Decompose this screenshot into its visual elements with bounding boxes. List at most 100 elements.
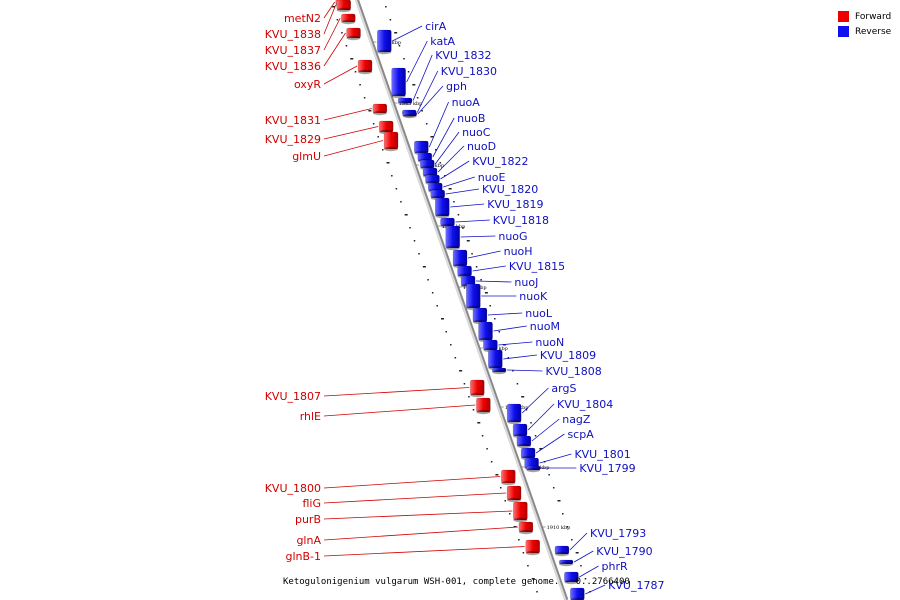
- reverse-swatch: [838, 26, 849, 37]
- forward-gene-kvu-1800: [501, 469, 516, 486]
- reverse-gene-kata: [391, 67, 406, 99]
- guide-dot: [521, 396, 525, 398]
- guide-dot: [418, 253, 420, 255]
- reverse-leader-line: [585, 584, 606, 595]
- forward-leader-line: [323, 546, 525, 557]
- guide-dot: [454, 357, 457, 359]
- legend-item-reverse: Reverse: [838, 24, 891, 39]
- reverse-leader-line: [569, 532, 588, 551]
- guide-dot: [450, 344, 452, 346]
- guide-dot: [444, 175, 446, 177]
- reverse-leader-line: [434, 131, 460, 165]
- forward-gene-rhle: [476, 397, 491, 415]
- guide-dot: [425, 123, 428, 125]
- guide-dot: [507, 357, 510, 359]
- forward-leader-line: [323, 510, 513, 520]
- guide-dot: [457, 214, 460, 216]
- reverse-leader-line: [443, 176, 475, 188]
- scale-tick-label: 1945 kbp: [399, 101, 423, 107]
- guide-dot: [359, 84, 361, 86]
- guide-dot: [416, 97, 419, 99]
- legend: Forward Reverse: [838, 9, 891, 39]
- guide-dot: [436, 305, 438, 307]
- reverse-gene-gph: [402, 111, 418, 119]
- forward-gene-label: KVU_1838: [265, 28, 321, 41]
- guide-dot: [409, 227, 411, 229]
- reverse-gene-cira: [377, 29, 392, 55]
- guide-dot: [398, 45, 401, 47]
- guide-dot: [395, 188, 398, 190]
- forward-gene-kvu-1836: [346, 27, 361, 41]
- reverse-leader-line: [535, 433, 565, 454]
- reverse-leader-line: [416, 70, 439, 113]
- guide-dot: [439, 162, 442, 164]
- forward-gene-kvu-1837: [341, 13, 356, 25]
- guide-dot: [468, 396, 470, 398]
- reverse-gene-kvu-1787: [570, 587, 585, 600]
- guide-dot: [403, 58, 405, 60]
- reverse-gene-label: KVU_1830: [441, 65, 497, 78]
- forward-gene-glnb-1: [525, 539, 540, 556]
- forward-leader-line: [323, 476, 501, 489]
- guide-dot: [427, 279, 429, 281]
- reverse-gene-phrr: [564, 571, 579, 585]
- reverse-leader-line: [527, 403, 555, 431]
- forward-leader-line: [323, 65, 358, 85]
- guide-dot: [448, 188, 452, 190]
- guide-dot: [332, 6, 336, 8]
- reverse-leader-line: [507, 369, 543, 372]
- guide-dot: [552, 487, 555, 489]
- guide-dot: [548, 474, 550, 476]
- forward-swatch: [838, 11, 849, 22]
- reverse-gene-label: nuoD: [467, 140, 496, 153]
- reverse-leader-line: [487, 312, 523, 316]
- guide-dot: [391, 175, 393, 177]
- forward-gene-label: oxyR: [294, 78, 321, 91]
- forward-gene-glmu: [383, 131, 399, 152]
- guide-dot: [477, 422, 481, 424]
- reverse-gene-kvu-1793: [554, 545, 570, 557]
- reverse-gene-label: nuoJ: [514, 276, 538, 289]
- forward-gene-glna: [518, 521, 534, 535]
- guide-dot: [562, 513, 564, 515]
- guide-dot: [522, 552, 525, 554]
- guide-dot: [493, 318, 496, 320]
- reverse-gene-nuok: [466, 283, 481, 311]
- reverse-gene-label: KVU_1793: [590, 527, 646, 540]
- reverse-gene-label: KVU_1787: [608, 579, 664, 592]
- guide-dot: [354, 71, 357, 73]
- forward-leader-line: [323, 32, 346, 67]
- reverse-gene-label: cirA: [425, 20, 447, 33]
- reverse-gene-label: KVU_1815: [509, 260, 565, 273]
- guide-dot: [421, 110, 423, 112]
- guide-dot: [386, 162, 390, 164]
- forward-gene-label: glmU: [292, 150, 321, 163]
- guide-dot: [471, 253, 473, 255]
- guide-dot: [531, 578, 535, 580]
- reverse-leader-line: [445, 188, 480, 195]
- reverse-gene-nuoh: [452, 249, 468, 269]
- guide-dot: [385, 6, 387, 8]
- reverse-gene-label: nuoE: [478, 171, 506, 184]
- guide-dot: [495, 474, 499, 476]
- forward-leader-line: [323, 108, 372, 121]
- guide-dot: [363, 97, 366, 99]
- reverse-gene-nuog: [445, 225, 460, 251]
- guide-dot: [527, 565, 529, 567]
- reverse-leader-line: [437, 145, 465, 173]
- reverse-leader-line: [450, 203, 485, 208]
- reverse-gene-kvu-1832: [397, 97, 413, 106]
- forward-gene-label: KVU_1831: [265, 114, 321, 127]
- reverse-gene-label: nuoH: [504, 245, 533, 258]
- reverse-gene-label: nuoG: [498, 230, 527, 243]
- guide-dot: [394, 32, 398, 34]
- reverse-gene-label: nuoA: [452, 96, 481, 109]
- reverse-gene-kvu-1819: [434, 197, 450, 219]
- guide-dot: [516, 383, 519, 385]
- forward-leader-line: [323, 140, 384, 157]
- guide-dot: [480, 279, 482, 281]
- reverse-leader-line: [472, 265, 506, 272]
- guide-dot: [345, 45, 348, 47]
- forward-gene-purb: [513, 501, 528, 523]
